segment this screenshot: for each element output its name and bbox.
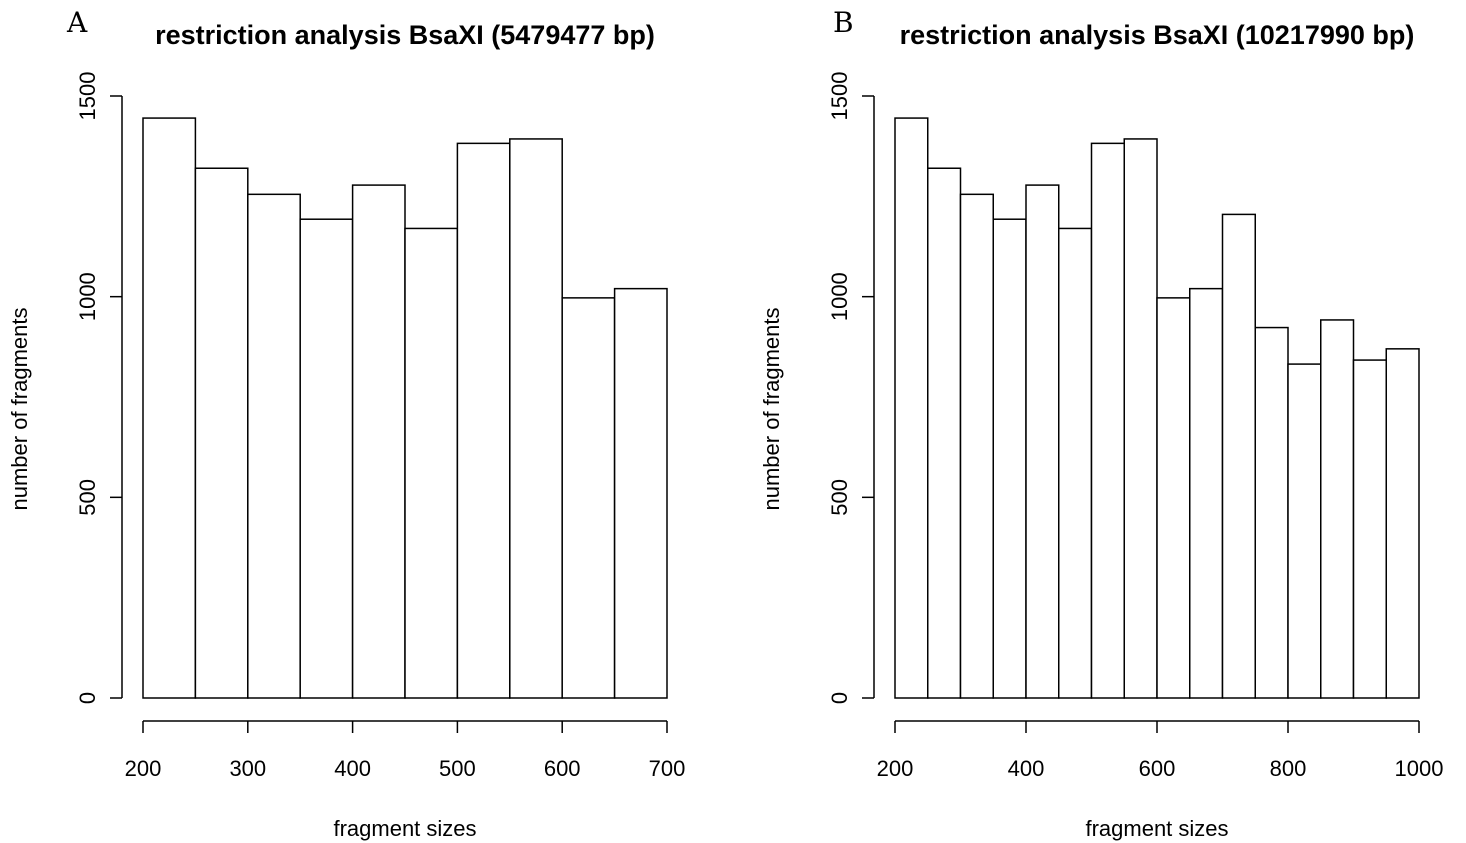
histogram-bar bbox=[353, 185, 405, 698]
panel-a-x-axis: 200 300 400 500 600 700 bbox=[125, 721, 686, 781]
histogram-bar bbox=[1059, 228, 1092, 698]
y-tick-label: 0 bbox=[75, 692, 100, 704]
y-tick-label: 1500 bbox=[75, 72, 100, 121]
histogram-bar bbox=[1386, 349, 1419, 698]
histogram-bar bbox=[1255, 328, 1288, 698]
histogram-bar bbox=[895, 118, 928, 698]
panel-b-y-axis-label: number of fragments bbox=[759, 308, 784, 511]
histogram-bar bbox=[1190, 289, 1223, 698]
histogram-bar bbox=[405, 228, 457, 698]
y-tick-label: 0 bbox=[827, 692, 852, 704]
x-tick-label: 400 bbox=[334, 756, 371, 781]
x-tick-label: 200 bbox=[877, 756, 914, 781]
histogram-bar bbox=[615, 289, 667, 698]
histogram-bar bbox=[1223, 214, 1256, 698]
x-tick-label: 600 bbox=[1139, 756, 1176, 781]
histogram-bar bbox=[961, 194, 994, 698]
histogram-bar bbox=[562, 298, 614, 698]
panel-b-letter: B bbox=[833, 6, 854, 39]
y-tick-label: 1500 bbox=[827, 72, 852, 121]
histogram-bar bbox=[1124, 139, 1157, 698]
panel-a-x-axis-label: fragment sizes bbox=[333, 816, 476, 841]
histogram-bar bbox=[993, 219, 1026, 698]
x-tick-label: 500 bbox=[439, 756, 476, 781]
panel-a-y-axis-label: number of fragments bbox=[7, 308, 32, 511]
y-tick-label: 1000 bbox=[827, 272, 852, 321]
histogram-bar bbox=[1092, 143, 1125, 698]
histogram-bar bbox=[143, 118, 195, 698]
panel-a-letter: A bbox=[66, 6, 88, 39]
x-tick-label: 1000 bbox=[1395, 756, 1444, 781]
histogram-bar bbox=[248, 194, 300, 698]
histogram-bar bbox=[195, 168, 247, 698]
y-tick-label: 500 bbox=[75, 479, 100, 516]
histogram-bar bbox=[1288, 364, 1321, 698]
x-tick-label: 300 bbox=[229, 756, 266, 781]
histogram-bar bbox=[1157, 298, 1190, 698]
histogram-bar bbox=[510, 139, 562, 698]
panel-b-x-axis-label: fragment sizes bbox=[1085, 816, 1228, 841]
histogram-bar bbox=[1321, 320, 1354, 698]
panel-b-x-axis: 200 400 600 800 1000 bbox=[877, 721, 1444, 781]
panel-a-title: restriction analysis BsaXI (5479477 bp) bbox=[155, 20, 655, 50]
panel-b-title: restriction analysis BsaXI (10217990 bp) bbox=[900, 20, 1415, 50]
y-tick-label: 500 bbox=[827, 479, 852, 516]
histogram-bar bbox=[457, 143, 509, 698]
y-tick-label: 1000 bbox=[75, 272, 100, 321]
x-tick-label: 800 bbox=[1270, 756, 1307, 781]
panel-a-y-axis: 0 500 1000 1500 bbox=[75, 72, 122, 705]
x-tick-label: 600 bbox=[544, 756, 581, 781]
x-tick-label: 700 bbox=[649, 756, 686, 781]
histogram-bar bbox=[1026, 185, 1059, 698]
panel-a: A restriction analysis BsaXI (5479477 bp… bbox=[7, 6, 685, 841]
histogram-bar bbox=[300, 219, 352, 698]
panel-a-bars bbox=[143, 118, 667, 698]
panel-b-y-axis: 0 500 1000 1500 bbox=[827, 72, 874, 705]
histogram-bar bbox=[928, 168, 961, 698]
panel-b: B restriction analysis BsaXI (10217990 b… bbox=[759, 6, 1443, 841]
histogram-bar bbox=[1354, 360, 1387, 698]
x-tick-label: 400 bbox=[1008, 756, 1045, 781]
panel-b-bars bbox=[895, 118, 1419, 698]
x-tick-label: 200 bbox=[125, 756, 162, 781]
